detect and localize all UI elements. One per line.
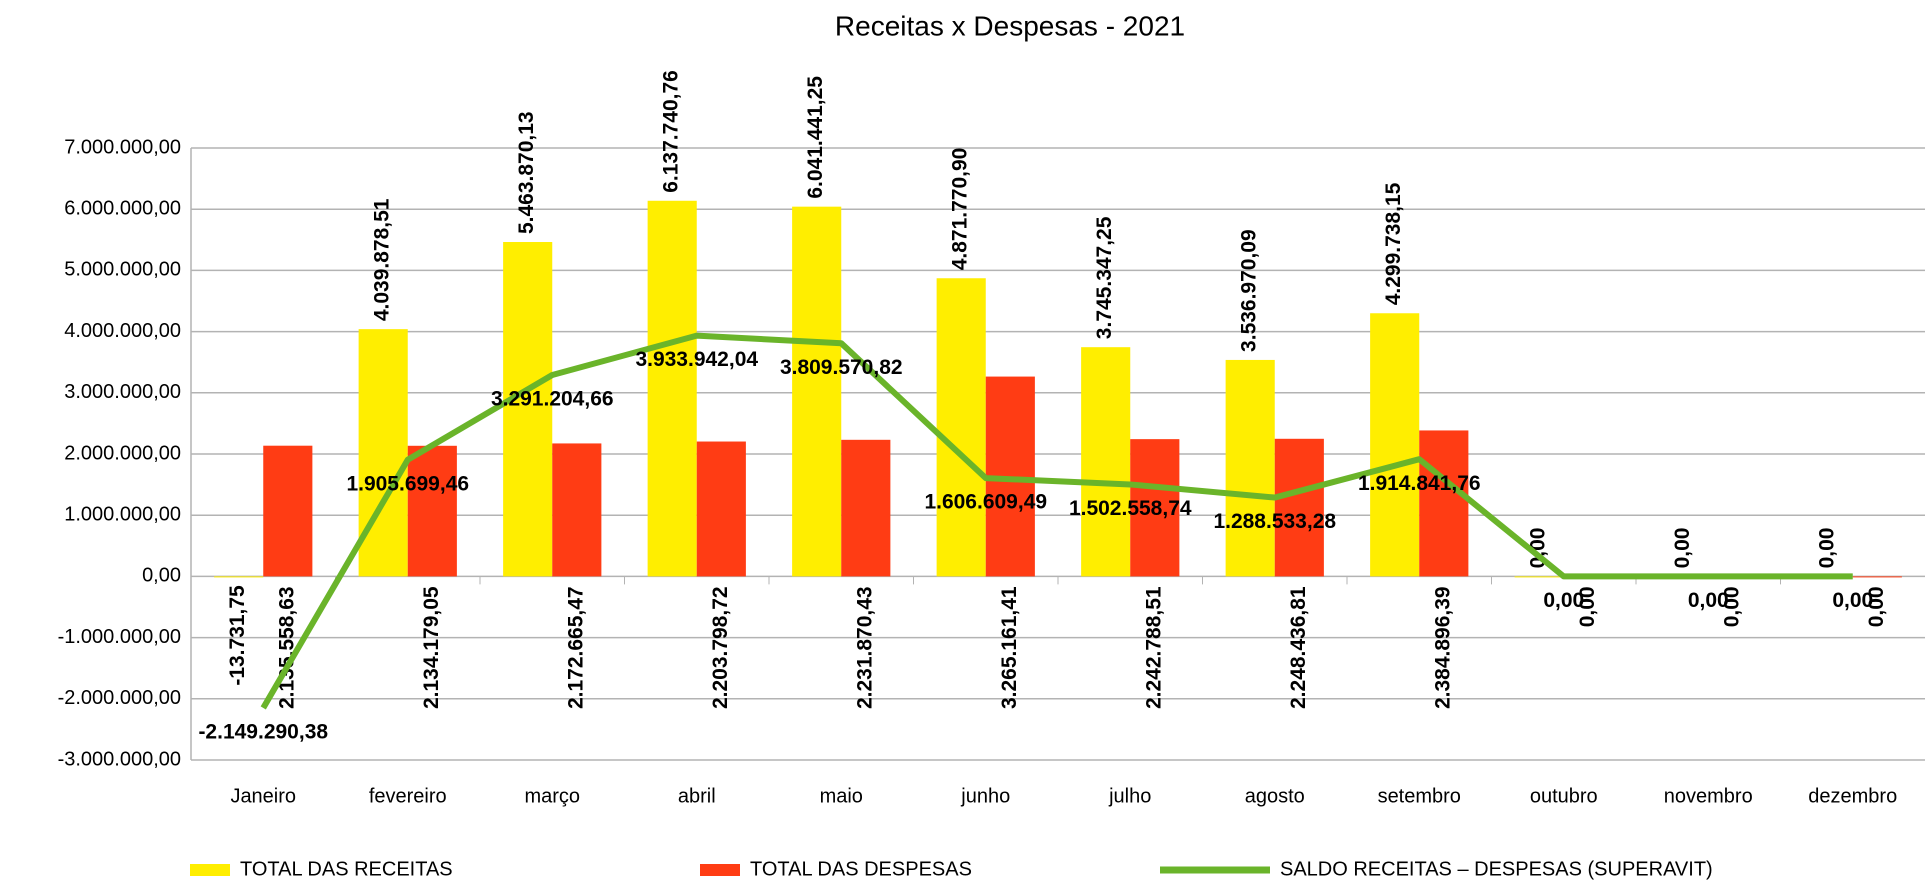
bar: [358, 329, 408, 577]
legend-label: TOTAL DAS DESPESAS: [750, 858, 972, 880]
value-label: 1.914.841,76: [1358, 472, 1481, 495]
value-label: 2.242.788,51: [1142, 586, 1165, 709]
y-tick-label: 2.000.000,00: [64, 442, 181, 464]
y-tick-label: 7.000.000,00: [64, 136, 181, 158]
x-tick-label: fevereiro: [369, 785, 447, 807]
x-tick-label: maio: [820, 785, 863, 807]
y-tick-label: 4.000.000,00: [64, 320, 181, 342]
x-tick-label: setembro: [1378, 785, 1461, 807]
value-label: 0,00: [1865, 586, 1888, 627]
bar: [696, 441, 746, 577]
bar: [1514, 576, 1564, 578]
bar: [1370, 313, 1420, 577]
value-label: 0,00: [1576, 586, 1599, 627]
y-tick-label: 5.000.000,00: [64, 259, 181, 281]
bar: [841, 439, 891, 577]
value-label: 3.809.570,82: [780, 356, 903, 379]
y-tick-label: 0,00: [142, 565, 181, 587]
legend-label: TOTAL DAS RECEITAS: [240, 858, 453, 880]
value-label: -13.731,75: [226, 585, 249, 686]
value-label: 2.231.870,43: [853, 586, 876, 709]
value-label: 2.134.179,05: [420, 586, 443, 709]
value-label: 0,00: [1543, 589, 1584, 612]
x-tick-label: agosto: [1245, 785, 1305, 807]
bar: [1852, 576, 1902, 578]
x-tick-label: junho: [960, 785, 1010, 807]
y-tick-label: -1.000.000,00: [58, 626, 181, 648]
bar: [1274, 438, 1324, 577]
bar: [936, 278, 986, 577]
bar: [1225, 359, 1275, 577]
bar: [214, 576, 264, 578]
value-label: 3.933.942,04: [635, 348, 758, 371]
value-label: 1.606.609,49: [924, 491, 1047, 514]
legend-label: SALDO RECEITAS – DESPESAS (SUPERAVIT): [1280, 858, 1713, 880]
value-label: 4.871.770,90: [949, 148, 972, 271]
value-label: 4.039.878,51: [371, 198, 394, 321]
bar: [1419, 430, 1469, 577]
value-label: -2.149.290,38: [198, 720, 328, 743]
y-tick-label: -3.000.000,00: [58, 748, 181, 770]
x-tick-label: outubro: [1530, 785, 1598, 807]
bar: [503, 242, 553, 577]
value-label: 5.463.870,13: [515, 111, 538, 234]
x-tick-label: novembro: [1664, 785, 1753, 807]
line: [260, 332, 1853, 710]
legend-swatch: [190, 864, 230, 876]
bar: [407, 445, 457, 577]
value-label: 3.536.970,09: [1238, 229, 1261, 352]
x-tick-label: março: [524, 785, 580, 807]
x-tick-label: dezembro: [1808, 785, 1897, 807]
value-label: 2.384.896,39: [1431, 586, 1454, 709]
value-label: 4.299.738,15: [1382, 182, 1405, 305]
value-label: 3.745.347,25: [1093, 216, 1116, 339]
value-label: 2.172.665,47: [564, 586, 587, 709]
y-tick-label: 3.000.000,00: [64, 381, 181, 403]
y-tick-label: 1.000.000,00: [64, 503, 181, 525]
y-tick-label: -2.000.000,00: [58, 687, 181, 709]
bar: [1081, 347, 1131, 577]
legend-swatch: [700, 864, 740, 876]
value-label: 0,00: [1671, 528, 1694, 569]
value-label: 3.265.161,41: [998, 586, 1021, 709]
value-label: 1.905.699,46: [346, 472, 469, 495]
value-label: 6.041.441,25: [804, 76, 827, 199]
value-label: 0,00: [1688, 589, 1729, 612]
bar: [647, 200, 697, 577]
value-label: 0,00: [1720, 586, 1743, 627]
value-label: 0,00: [1832, 589, 1873, 612]
value-label: 6.137.740,76: [660, 70, 683, 193]
chart-title: Receitas x Despesas - 2021: [835, 10, 1185, 41]
y-tick-label: 6.000.000,00: [64, 197, 181, 219]
value-label: 2.203.798,72: [709, 586, 732, 709]
value-label: 2.248.436,81: [1287, 586, 1310, 709]
x-tick-label: Janeiro: [230, 785, 296, 807]
value-label: 1.502.558,74: [1069, 497, 1192, 520]
value-label: 0,00: [1816, 528, 1839, 569]
bar: [792, 206, 842, 577]
value-label: 1.288.533,28: [1213, 510, 1336, 533]
value-label: 3.291.204,66: [491, 388, 614, 411]
bar: [1130, 439, 1180, 577]
x-tick-label: abril: [678, 785, 716, 807]
bar: [552, 443, 602, 577]
bar: [263, 445, 313, 577]
x-tick-label: julho: [1108, 785, 1151, 807]
